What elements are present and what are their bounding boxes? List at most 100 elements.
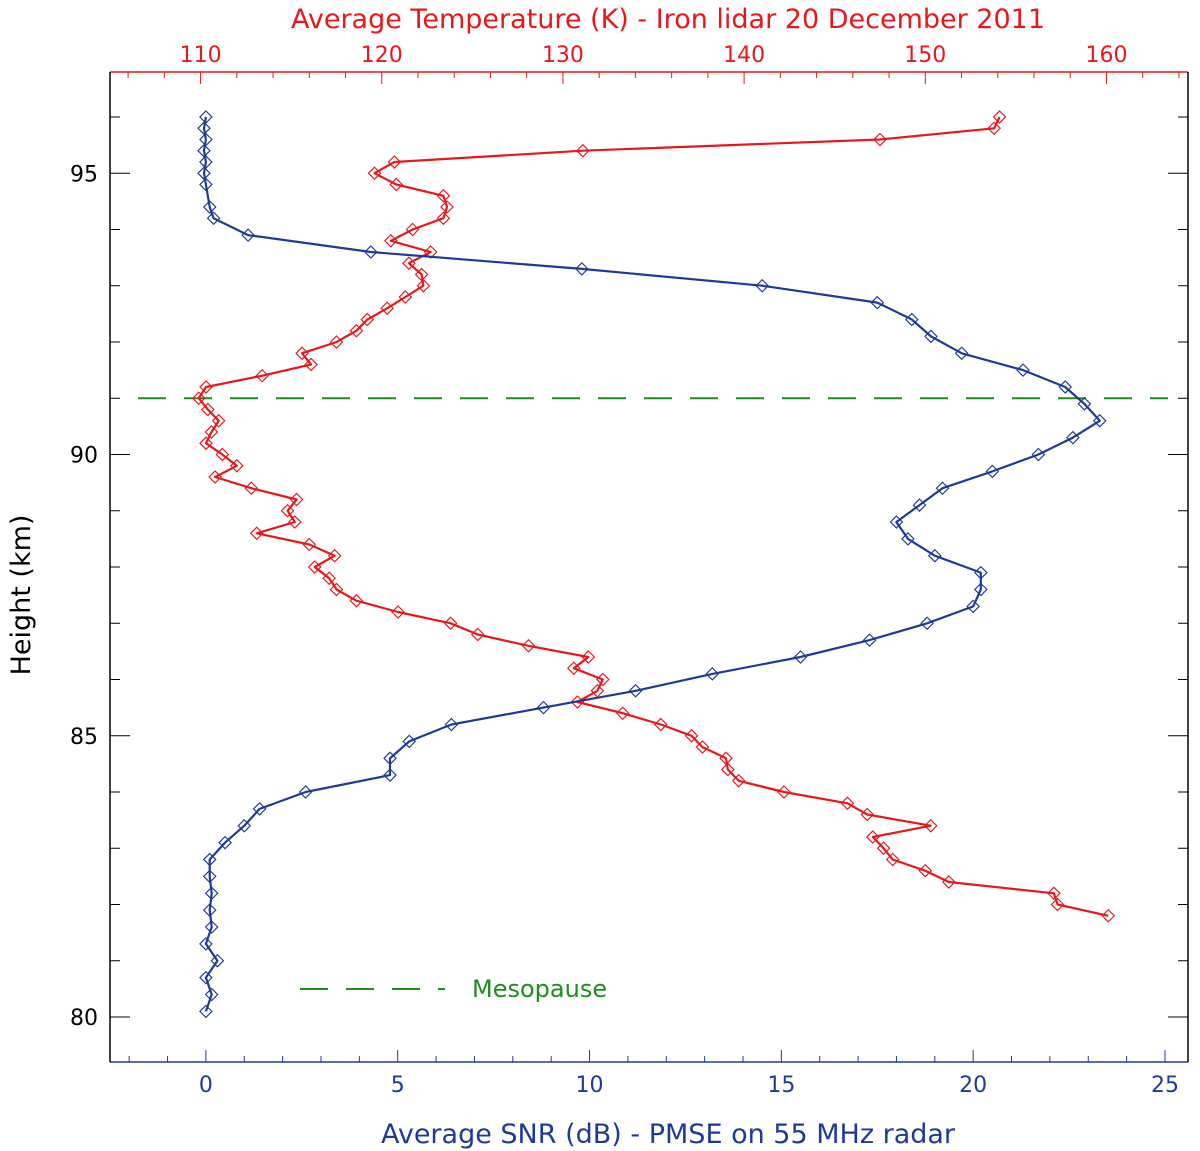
snr-data-point: [218, 835, 232, 850]
top-tick-label: 110: [180, 43, 222, 68]
top-tick-label: 130: [542, 43, 584, 68]
snr-data-point: [204, 886, 219, 901]
temperature-data-point: [304, 357, 318, 372]
temperature-data-point: [287, 515, 302, 529]
temperature-data-point: [244, 481, 259, 496]
bottom-tick-label: 15: [767, 1073, 795, 1098]
snr-data-point: [920, 616, 934, 631]
top-tick-label: 160: [1085, 43, 1127, 68]
snr-data-point: [924, 329, 938, 344]
temperature-data-point: [327, 548, 342, 563]
temperature-data-point: [443, 616, 458, 631]
snr-data-point: [199, 177, 213, 192]
snr-data-point: [202, 869, 217, 884]
temperature-data-point: [695, 740, 710, 754]
snr-data-point: [204, 987, 219, 1002]
temperature-data-point: [204, 425, 219, 439]
snr-data-point: [862, 633, 877, 647]
snr-data-point: [197, 143, 211, 158]
snr-data-point: [954, 346, 969, 361]
temperature-data-point: [720, 762, 735, 777]
temperature-data-point: [229, 458, 244, 473]
temperature-data-point: [255, 368, 270, 383]
temperature-data-point: [200, 402, 215, 417]
temperature-series-line: [197, 116, 1109, 917]
temperature-data-point: [289, 492, 304, 507]
snr-data-point: [199, 1004, 213, 1019]
temperature-data-point: [581, 650, 596, 664]
left-tick-label: 80: [70, 1006, 98, 1031]
temperature-data-point: [941, 875, 956, 889]
temperature-data-point: [576, 143, 590, 158]
temperature-data-point: [860, 807, 875, 822]
temperature-data-point: [885, 852, 900, 867]
temperature-data-point: [191, 391, 206, 406]
temperature-data-point: [436, 188, 451, 203]
temperature-data-point: [383, 233, 398, 248]
snr-data-point: [575, 262, 589, 276]
snr-data-point: [197, 166, 211, 181]
temperature-data-point: [302, 537, 317, 552]
snr-data-point: [202, 852, 217, 867]
bottom-tick-label: 5: [391, 1073, 405, 1098]
snr-data-point: [912, 498, 927, 512]
temperature-data-point: [280, 503, 295, 518]
snr-data-point: [206, 211, 221, 226]
temperature-data-point: [566, 661, 581, 676]
snr-data-point: [383, 751, 397, 766]
snr-data-point: [197, 121, 211, 136]
temperature-data-point: [215, 447, 230, 462]
temperature-data-point: [1050, 897, 1065, 912]
legend: Mesopause: [300, 975, 607, 1003]
temperature-data-point: [470, 627, 485, 642]
temperature-data-point: [367, 166, 382, 181]
temperature-data-point: [777, 785, 791, 799]
snr-data-point: [901, 532, 915, 546]
snr-data-point: [755, 278, 770, 293]
left-tick-label: 85: [70, 725, 98, 750]
temperature-data-point: [387, 155, 402, 169]
snr-data-point: [444, 717, 459, 732]
temperature-data-point: [380, 301, 395, 316]
bottom-axis-title: Average SNR (dB) - PMSE on 55 MHz radar: [381, 1119, 956, 1150]
snr-data-point: [237, 818, 252, 833]
snr-data-point: [1031, 447, 1046, 462]
temperature-data-point: [402, 256, 416, 271]
temperature-data-point: [249, 526, 264, 541]
temperature-data-point: [423, 245, 438, 259]
snr-data-point: [252, 802, 267, 816]
temperature-data-point: [391, 605, 405, 619]
snr-data-point: [536, 700, 551, 715]
snr-data-point: [870, 295, 885, 310]
temperature-data-point: [923, 818, 938, 833]
temperature-data-point: [876, 841, 891, 856]
snr-data-point: [241, 228, 255, 242]
top-axis-title: Average Temperature (K) - Iron lidar 20 …: [291, 4, 1045, 35]
temperature-data-point: [208, 470, 222, 484]
temperature-data-point: [211, 413, 226, 428]
snr-data-point: [204, 920, 219, 934]
top-tick-label: 150: [904, 43, 946, 68]
temperature-data-point: [349, 323, 364, 338]
snr-data-point: [210, 953, 225, 968]
snr-data-point: [298, 785, 313, 799]
snr-data-point: [402, 734, 417, 749]
temperature-data-point: [440, 200, 454, 214]
bottom-tick-label: 20: [959, 1073, 987, 1098]
temperature-data-point: [414, 267, 429, 282]
temperature-data-point: [436, 211, 451, 226]
top-tick-label: 120: [361, 43, 403, 68]
snr-data-point: [199, 937, 213, 951]
snr-data-point: [202, 903, 217, 917]
snr-data-point: [973, 565, 988, 580]
temperature-data-point: [595, 672, 610, 687]
snr-data-point: [199, 110, 213, 124]
snr-series-line: [202, 116, 1101, 1012]
temperature-data-point: [653, 717, 668, 732]
plot-layer: 110 120 130 140 150 160 0 5 10 15 20 25 80 85 90 95: [70, 43, 1189, 1098]
snr-data-point: [973, 582, 988, 597]
left-tick-label: 95: [70, 162, 98, 187]
temperature-data-point: [389, 177, 404, 192]
snr-data-point: [1016, 363, 1030, 377]
